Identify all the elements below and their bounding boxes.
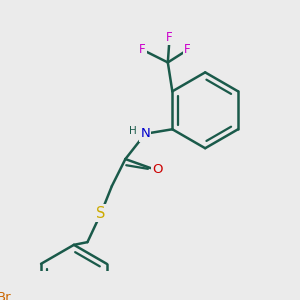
- Text: H: H: [129, 126, 136, 136]
- Text: F: F: [139, 43, 146, 56]
- Text: Br: Br: [0, 291, 11, 300]
- Text: S: S: [96, 206, 106, 221]
- Text: F: F: [166, 31, 173, 44]
- Text: F: F: [184, 43, 191, 56]
- Text: N: N: [140, 127, 150, 140]
- Text: O: O: [153, 164, 163, 176]
